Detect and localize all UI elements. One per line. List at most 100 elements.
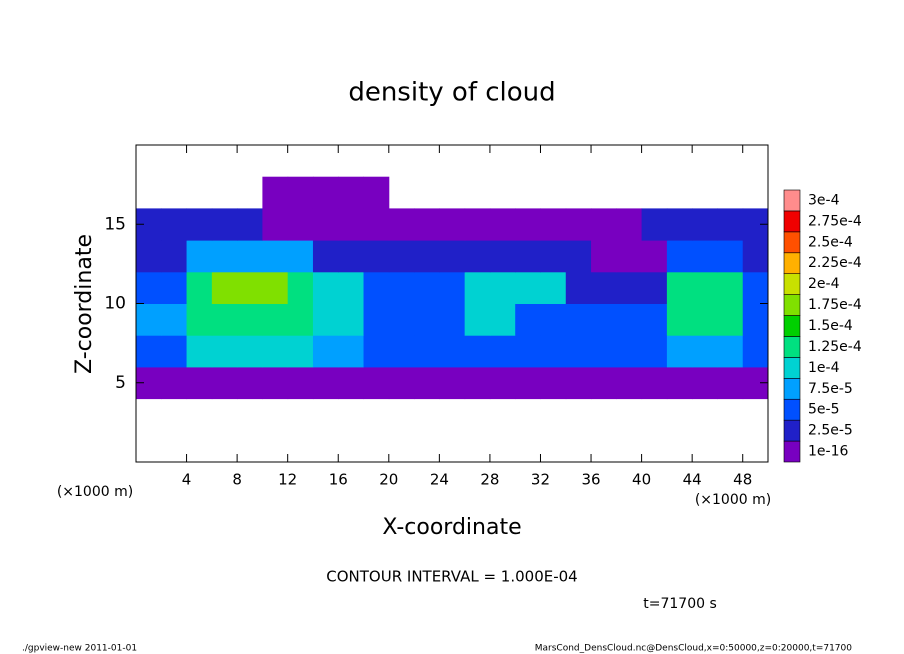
cell bbox=[565, 208, 592, 241]
cell bbox=[237, 366, 263, 400]
cell bbox=[338, 399, 364, 431]
footer-left: ./gpview-new 2011-01-01 bbox=[22, 644, 137, 654]
cell bbox=[489, 208, 516, 241]
cell bbox=[414, 430, 440, 462]
cell bbox=[338, 176, 365, 209]
cell bbox=[616, 240, 643, 273]
cell bbox=[692, 335, 718, 368]
cell bbox=[642, 145, 668, 177]
cell bbox=[287, 303, 314, 336]
cell bbox=[489, 240, 516, 273]
cell bbox=[313, 399, 339, 431]
cell bbox=[515, 208, 541, 241]
cell bbox=[312, 271, 339, 304]
cell bbox=[363, 335, 390, 368]
colorbar-label: 2.25e-4 bbox=[808, 255, 862, 271]
cell bbox=[616, 366, 643, 400]
cell bbox=[641, 335, 668, 368]
cell bbox=[161, 177, 187, 209]
cell bbox=[313, 430, 339, 462]
cell bbox=[591, 271, 617, 304]
cell bbox=[439, 271, 466, 304]
cell bbox=[692, 430, 718, 462]
cell bbox=[161, 399, 187, 431]
colorbar-label: 1.25e-4 bbox=[808, 339, 862, 355]
x-tick-label: 8 bbox=[232, 471, 242, 489]
cell bbox=[515, 303, 541, 336]
colorbar-box bbox=[783, 357, 801, 379]
cell bbox=[212, 399, 238, 431]
annotation: CONTOUR INTERVAL = 1.000E-04 bbox=[326, 568, 577, 586]
cell bbox=[439, 145, 465, 177]
cell bbox=[186, 303, 213, 336]
cell bbox=[717, 399, 743, 431]
cell bbox=[717, 177, 743, 209]
cell bbox=[692, 240, 718, 273]
cell bbox=[161, 366, 188, 400]
colorbar-label: 3e-4 bbox=[808, 192, 840, 208]
cell bbox=[566, 399, 592, 431]
cell bbox=[363, 240, 390, 273]
cell bbox=[439, 399, 465, 431]
colorbar-label: 7.5e-5 bbox=[808, 381, 853, 397]
cell bbox=[464, 208, 491, 241]
cell bbox=[540, 366, 567, 400]
cell bbox=[186, 335, 213, 368]
cell bbox=[186, 271, 213, 304]
cell bbox=[136, 271, 162, 304]
cell bbox=[667, 145, 693, 177]
cell bbox=[616, 145, 642, 177]
cell bbox=[439, 177, 465, 209]
cell bbox=[540, 240, 567, 273]
cell bbox=[743, 145, 769, 177]
cell bbox=[666, 335, 693, 368]
cell bbox=[313, 145, 339, 177]
cell bbox=[515, 366, 541, 400]
cell bbox=[566, 430, 592, 462]
cell bbox=[262, 208, 289, 241]
cell bbox=[211, 240, 238, 273]
time-label: t=71700 s bbox=[643, 596, 717, 612]
cell bbox=[591, 399, 617, 431]
colorbar-label: 2.5e-4 bbox=[808, 234, 853, 250]
cell bbox=[642, 177, 668, 209]
cell bbox=[742, 240, 769, 273]
cell bbox=[717, 303, 744, 336]
cell bbox=[161, 303, 188, 336]
cell bbox=[338, 430, 364, 462]
cell bbox=[211, 303, 238, 336]
cell bbox=[717, 430, 743, 462]
cell bbox=[692, 366, 718, 400]
cell bbox=[136, 430, 162, 462]
cell bbox=[287, 335, 314, 368]
cell bbox=[363, 366, 390, 400]
x-tick-label: 12 bbox=[278, 471, 297, 489]
cell bbox=[312, 208, 339, 241]
cell bbox=[389, 399, 415, 431]
cell bbox=[414, 366, 440, 400]
cell bbox=[515, 240, 541, 273]
cell bbox=[312, 176, 339, 209]
cell bbox=[364, 430, 390, 462]
cell bbox=[540, 177, 566, 209]
colorbar-label: 1.5e-4 bbox=[808, 318, 853, 334]
cell bbox=[515, 145, 541, 177]
cell bbox=[489, 366, 516, 400]
cell bbox=[717, 208, 744, 241]
cell bbox=[287, 366, 314, 400]
cell bbox=[540, 208, 567, 241]
cell bbox=[742, 271, 769, 304]
cell bbox=[262, 430, 288, 462]
cell bbox=[414, 177, 440, 209]
colorbar-box bbox=[783, 440, 801, 463]
cell bbox=[742, 335, 769, 368]
cell bbox=[338, 240, 365, 273]
cell bbox=[439, 303, 466, 336]
cell bbox=[439, 335, 466, 368]
cell bbox=[237, 208, 263, 241]
cell bbox=[616, 303, 643, 336]
cell bbox=[262, 145, 288, 177]
colorbar-box bbox=[783, 294, 801, 316]
cell bbox=[212, 177, 238, 209]
x-tick-label: 20 bbox=[379, 471, 398, 489]
